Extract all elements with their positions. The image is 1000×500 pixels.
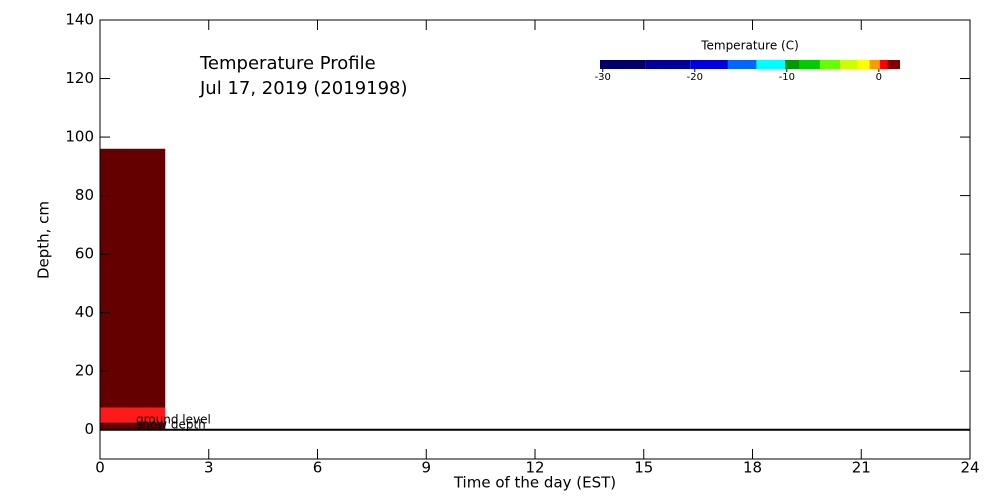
- colorbar-segment: [879, 60, 888, 69]
- cell: [100, 407, 166, 423]
- annotation: snow depth: [136, 418, 206, 432]
- x-axis-label: Time of the day (EST): [453, 474, 616, 492]
- plot-area: 0 3 6 9 12 15 18 21 24 0 20 40 60 80 100 120 140 -30 -20 -1…: [65, 11, 979, 477]
- y-tick-label: 60: [75, 245, 94, 263]
- y-tick-label: 0: [84, 420, 94, 438]
- x-tick-label: 12: [525, 459, 544, 477]
- x-tick-label: 0: [95, 459, 105, 477]
- colorbar-segment: [887, 60, 900, 69]
- colorbar-segment: [869, 60, 880, 69]
- x-tick-label: 9: [421, 459, 431, 477]
- y-tick-label: 20: [75, 362, 94, 380]
- x-tick-label: 3: [204, 459, 214, 477]
- colorbar-segment: [840, 60, 858, 69]
- x-tick-label: 21: [852, 459, 871, 477]
- y-tick-label: 40: [75, 303, 94, 321]
- cell: [100, 422, 166, 430]
- chart-subtitle: Jul 17, 2019 (2019198): [199, 78, 408, 99]
- y-tick-label: 120: [65, 69, 94, 87]
- y-axis-label: Depth, cm: [35, 201, 53, 279]
- colorbar-title: Temperature (C): [700, 39, 799, 53]
- colorbar-tick-label: -20: [687, 72, 703, 83]
- colorbar-segment: [819, 60, 841, 69]
- colorbar-segment: [784, 60, 800, 69]
- x-tick-label: 15: [634, 459, 653, 477]
- colorbar-segment: [645, 60, 691, 69]
- y-tick-label: 100: [65, 128, 94, 146]
- y-tick-label: 80: [75, 186, 94, 204]
- cell: [100, 148, 166, 408]
- colorbar-segment: [756, 60, 785, 69]
- annotation: ground level: [136, 413, 211, 427]
- colorbar-tick-label: -10: [779, 72, 795, 83]
- x-tick-label: 18: [743, 459, 762, 477]
- colorbar-tick-label: -30: [595, 72, 611, 83]
- colorbar-tick-label: 0: [876, 72, 882, 83]
- colorbar-segment: [690, 60, 728, 69]
- x-tick-label: 24: [960, 459, 979, 477]
- colorbar-segment: [857, 60, 870, 69]
- x-tick-label: 6: [313, 459, 323, 477]
- y-tick-label: 140: [65, 11, 94, 29]
- colorbar-segment: [727, 60, 757, 69]
- colorbar-segment: [799, 60, 820, 69]
- colorbar-segment: [600, 60, 646, 69]
- chart-title: Temperature Profile: [199, 53, 376, 74]
